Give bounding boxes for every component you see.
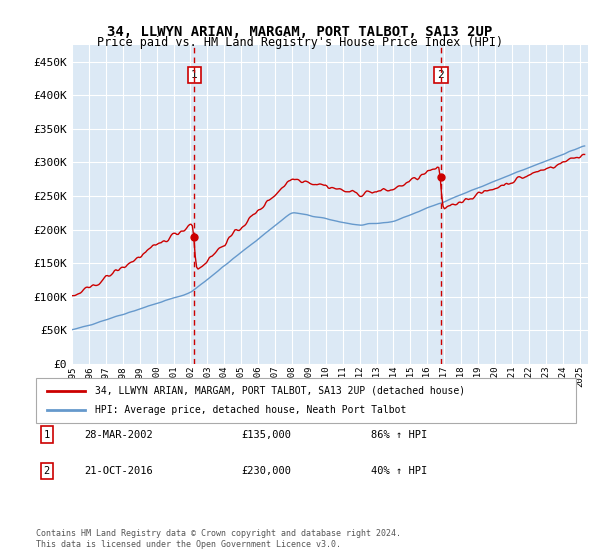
Text: 28-MAR-2002: 28-MAR-2002 bbox=[85, 430, 154, 440]
Text: 2: 2 bbox=[437, 70, 444, 80]
FancyBboxPatch shape bbox=[36, 378, 576, 423]
Text: 86% ↑ HPI: 86% ↑ HPI bbox=[371, 430, 427, 440]
Text: HPI: Average price, detached house, Neath Port Talbot: HPI: Average price, detached house, Neat… bbox=[95, 405, 407, 416]
Text: Contains HM Land Registry data © Crown copyright and database right 2024.
This d: Contains HM Land Registry data © Crown c… bbox=[36, 529, 401, 549]
Text: 34, LLWYN ARIAN, MARGAM, PORT TALBOT, SA13 2UP (detached house): 34, LLWYN ARIAN, MARGAM, PORT TALBOT, SA… bbox=[95, 385, 466, 395]
Text: £135,000: £135,000 bbox=[241, 430, 291, 440]
Text: 2: 2 bbox=[44, 466, 50, 476]
Text: Price paid vs. HM Land Registry's House Price Index (HPI): Price paid vs. HM Land Registry's House … bbox=[97, 36, 503, 49]
Text: 34, LLWYN ARIAN, MARGAM, PORT TALBOT, SA13 2UP: 34, LLWYN ARIAN, MARGAM, PORT TALBOT, SA… bbox=[107, 25, 493, 39]
Text: £230,000: £230,000 bbox=[241, 466, 291, 476]
Text: 1: 1 bbox=[191, 70, 197, 80]
Text: 1: 1 bbox=[44, 430, 50, 440]
Text: 40% ↑ HPI: 40% ↑ HPI bbox=[371, 466, 427, 476]
Text: 21-OCT-2016: 21-OCT-2016 bbox=[85, 466, 154, 476]
